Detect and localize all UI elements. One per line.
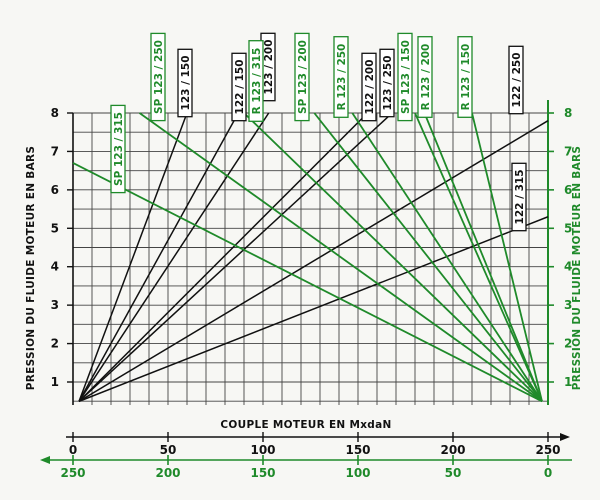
x-axis-green-arrow xyxy=(40,456,50,464)
chart-grid xyxy=(72,112,549,405)
label-green-series-text: SP 123 / 250 xyxy=(153,40,165,114)
green-series-line xyxy=(423,112,543,402)
green-series-line xyxy=(243,112,543,403)
x-axis-title: COUPLE MOTEUR EN MxdaN xyxy=(220,419,391,431)
label-green-series-box xyxy=(417,36,433,118)
right-axis-tick-label: 7 xyxy=(564,144,572,158)
right-axis-title: PRESSION DU FLUIDE MOTEUR EN BARS xyxy=(571,146,583,391)
chart-labels: 123 / 150 122 / 150 123 / 200 122 / 200 123 … xyxy=(110,32,527,232)
x-axis-green-tick-label: 100 xyxy=(345,466,370,480)
label-green-series: R 123 / 200 xyxy=(417,36,433,118)
black-series-line xyxy=(78,112,239,402)
label-black-series: 122 / 250 xyxy=(508,45,524,115)
left-axis-tick-label: 3 xyxy=(51,298,59,312)
black-series-line xyxy=(78,112,270,402)
green-series-line xyxy=(313,112,543,402)
right-axis-tick-label: 8 xyxy=(564,106,572,120)
left-axis-tick-label: 2 xyxy=(51,337,59,351)
x-axis-green-tick-label: 250 xyxy=(60,466,85,480)
x-axis-black-tick-label: 250 xyxy=(535,443,560,457)
left-axis-tick-label: 1 xyxy=(51,375,59,389)
label-green-series: SP 123 / 200 xyxy=(294,32,310,122)
label-black-series: 123 / 250 xyxy=(379,48,395,118)
chart-axes: 1 2 3 4 5 6 7 8 1 2 3 4 5 6 7 8 0 50 100 150 200 250 250 200 150… xyxy=(40,100,572,480)
x-axis-black-tick-label: 0 xyxy=(69,443,77,457)
label-green-series-text: R 123 / 315 xyxy=(251,48,263,115)
label-black-series-box xyxy=(379,48,395,118)
label-black-series-box xyxy=(508,45,524,115)
green-series-line xyxy=(138,112,543,403)
label-green-series: SP 123 / 150 xyxy=(397,32,413,122)
left-axis-tick-label: 7 xyxy=(51,144,59,158)
right-axis-tick-label: 3 xyxy=(564,298,572,312)
green-series-line xyxy=(72,162,543,403)
left-axis-tick-label: 5 xyxy=(51,221,59,235)
label-black-series-box xyxy=(511,162,527,232)
label-green-series-box xyxy=(333,36,349,118)
label-green-series-text: R 123 / 250 xyxy=(336,44,348,111)
label-black-series: 122 / 200 xyxy=(361,52,377,122)
label-black-series-box xyxy=(177,48,193,118)
label-black-series-text: 122 / 315 xyxy=(514,170,526,225)
label-green-series-box xyxy=(150,32,166,122)
black-series-line xyxy=(78,120,549,403)
label-green-series: R 123 / 315 xyxy=(248,40,264,122)
label-black-series-text: 123 / 250 xyxy=(382,56,394,111)
label-green-series-text: SP 123 / 150 xyxy=(400,40,412,114)
x-axis-black-tick-label: 150 xyxy=(345,443,370,457)
label-green-series-text: R 123 / 200 xyxy=(420,44,432,111)
x-axis-green-tick-label: 0 xyxy=(544,466,552,480)
black-series-line xyxy=(78,112,393,402)
label-green-series-text: SP 123 / 315 xyxy=(113,112,125,186)
label-green-series: SP 123 / 250 xyxy=(150,32,166,122)
x-axis-black-tick-label: 100 xyxy=(250,443,275,457)
label-green-series-box xyxy=(457,36,473,118)
label-black-series: 122 / 150 xyxy=(231,52,247,122)
x-axis-green-tick-label: 200 xyxy=(155,466,180,480)
label-black-series-text: 122 / 150 xyxy=(234,60,246,115)
label-green-series-box xyxy=(110,104,126,194)
x-axis-black-tick-label: 200 xyxy=(440,443,465,457)
label-black-series-text: 122 / 200 xyxy=(364,60,376,115)
label-black-series: 123 / 150 xyxy=(177,48,193,118)
right-axis-tick-label: 4 xyxy=(564,260,572,274)
black-series-line xyxy=(78,216,549,403)
black-series-line xyxy=(78,112,369,402)
chart-lines xyxy=(72,112,549,403)
green-series-line xyxy=(471,112,543,402)
left-axis-tick-label: 4 xyxy=(51,260,59,274)
label-green-series-text: SP 123 / 200 xyxy=(297,40,309,114)
label-green-series: SP 123 / 315 xyxy=(110,104,126,194)
left-axis-tick-label: 6 xyxy=(51,183,59,197)
green-series-line xyxy=(414,112,543,402)
label-green-series-text: R 123 / 150 xyxy=(460,44,472,111)
right-axis-tick-label: 1 xyxy=(564,375,572,389)
black-series-line xyxy=(78,112,188,402)
label-green-series: R 123 / 150 xyxy=(457,36,473,118)
x-axis-green-tick-label: 50 xyxy=(445,466,462,480)
left-axis-tick-label: 8 xyxy=(51,106,59,120)
green-series-line xyxy=(351,112,543,402)
label-green-series-box xyxy=(397,32,413,122)
right-axis-tick-label: 6 xyxy=(564,183,572,197)
right-axis-tick-label: 2 xyxy=(564,337,572,351)
label-green-series-box xyxy=(294,32,310,122)
x-axis-black-tick-label: 50 xyxy=(160,443,177,457)
x-axis-black-arrow xyxy=(560,433,570,441)
right-axis-tick-label: 5 xyxy=(564,221,572,235)
label-black-series: 122 / 315 xyxy=(511,162,527,232)
x-axis-green-tick-label: 150 xyxy=(250,466,275,480)
left-axis-title: PRESSION DU FLUIDE MOTEUR EN BARS xyxy=(25,146,37,391)
label-black-series-text: 123 / 150 xyxy=(180,56,192,111)
label-black-series-box xyxy=(361,52,377,122)
label-black-series-box xyxy=(231,52,247,122)
label-black-series-text: 123 / 200 xyxy=(263,40,275,95)
label-black-series-text: 122 / 250 xyxy=(511,53,523,108)
label-green-series: R 123 / 250 xyxy=(333,36,349,118)
label-green-series-box xyxy=(248,40,264,122)
